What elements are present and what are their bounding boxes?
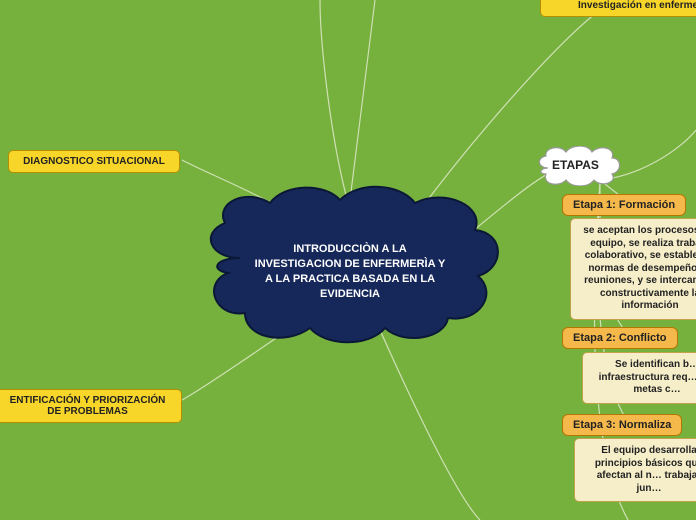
etapa-detail-1: se aceptan los procesos del equipo, se r…	[570, 218, 696, 320]
node-ident[interactable]: ENTIFICACIÓN Y PRIORIZACIÓN DE PROBLEMAS	[0, 389, 182, 423]
etapa-header-2[interactable]: Etapa 2: Conflicto	[562, 327, 678, 349]
etapa-detail-3: El equipo desarrolla principios básicos …	[574, 438, 696, 502]
etapas-node-label: ETAPAS	[552, 158, 599, 172]
node-investigacion[interactable]: Investigación en enfermer	[540, 0, 696, 17]
mindmap-canvas: INTRODUCCIÒN A LA INVESTIGACION DE ENFER…	[0, 0, 696, 520]
etapa-detail-2: Se identifican b… infraestructura req… f…	[582, 352, 696, 404]
etapa-header-1[interactable]: Etapa 1: Formación	[562, 194, 686, 216]
node-diag[interactable]: DIAGNOSTICO SITUACIONAL	[8, 150, 180, 173]
etapa-header-3[interactable]: Etapa 3: Normaliza	[562, 414, 682, 436]
center-node-label: INTRODUCCIÒN A LA INVESTIGACION DE ENFER…	[250, 242, 450, 301]
